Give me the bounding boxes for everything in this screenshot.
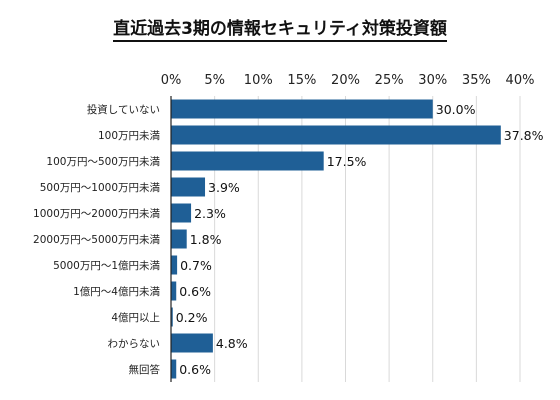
bar	[171, 307, 173, 327]
category-label: 100万円未満	[98, 130, 161, 142]
data-label: 37.8%	[504, 128, 544, 143]
category-label: 1000万円～2000万円未満	[33, 208, 160, 220]
data-label: 2.3%	[194, 206, 226, 221]
data-label: 30.0%	[436, 102, 476, 117]
bar	[171, 151, 324, 171]
bar	[171, 255, 178, 275]
bar	[171, 177, 206, 197]
data-label: 1.8%	[190, 232, 222, 247]
bar	[171, 281, 177, 301]
bar	[171, 229, 187, 249]
x-tick-label: 15%	[287, 73, 316, 88]
category-label: 5000万円～1億円未満	[53, 259, 160, 272]
chart-title: 直近過去3期の情報セキュリティ対策投資額	[0, 14, 560, 42]
category-label: わからない	[108, 338, 161, 350]
x-tick-label: 35%	[462, 73, 491, 88]
category-label: 500万円～1000万円未満	[40, 182, 161, 194]
category-label: 無回答	[129, 363, 161, 376]
x-tick-label: 30%	[418, 73, 447, 88]
bar	[171, 333, 213, 353]
category-label: 4億円以上	[111, 311, 160, 324]
data-label: 0.6%	[179, 284, 211, 299]
data-label: 0.6%	[179, 362, 211, 377]
data-label: 4.8%	[216, 336, 248, 351]
category-label: 1億円～4億円未満	[73, 285, 160, 298]
category-label: 2000万円～5000万円未満	[33, 234, 160, 246]
x-tick-label: 10%	[244, 73, 273, 88]
bar	[171, 125, 501, 145]
data-label: 0.2%	[176, 310, 208, 325]
x-tick-label: 25%	[375, 73, 404, 88]
data-label: 3.9%	[208, 180, 240, 195]
data-label: 0.7%	[180, 258, 212, 273]
x-tick-label: 20%	[331, 73, 360, 88]
x-tick-label: 5%	[204, 73, 225, 88]
bar	[171, 99, 433, 119]
data-label: 17.5%	[327, 154, 367, 169]
bar	[171, 359, 177, 379]
category-label: 100万円～500万円未満	[46, 156, 160, 168]
x-tick-label: 40%	[506, 73, 535, 88]
category-label: 投資していない	[87, 103, 160, 116]
x-tick-label: 0%	[161, 73, 182, 88]
bar	[171, 203, 192, 223]
